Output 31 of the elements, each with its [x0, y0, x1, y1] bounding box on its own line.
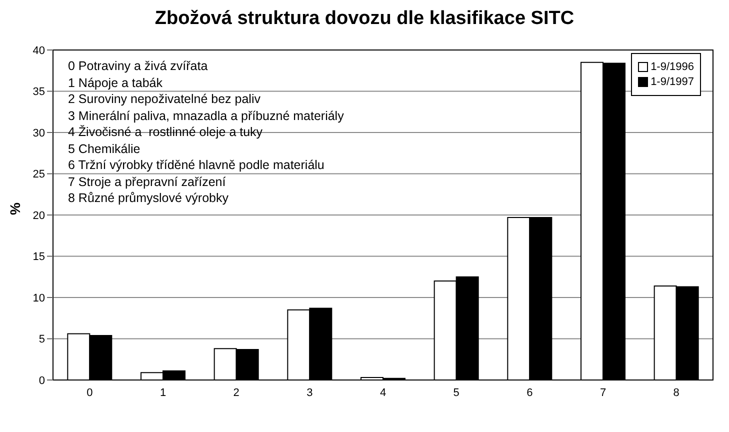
annotation: 4 Živočisné a rostlinné oleje a tuky: [68, 124, 264, 140]
annotation: 1 Nápoje a tabák: [68, 74, 164, 91]
annotation: 0 Potraviny a živá zvířata: [68, 58, 209, 74]
y-tick-label: 5: [38, 334, 45, 346]
y-tick-label: 15: [32, 251, 45, 264]
x-tick-label: 5: [453, 386, 460, 399]
y-tick-label: 25: [32, 168, 45, 181]
legend-label: 1-9/1996: [650, 61, 694, 73]
x-tick-label: 1: [160, 386, 166, 399]
x-tick-label: 2: [233, 386, 240, 399]
y-tick-label: 10: [32, 292, 45, 304]
annotation: 5 Chemikálie: [68, 140, 142, 157]
annotation: 2 Suroviny nepoživatelné bez paliv: [68, 91, 262, 108]
annotation: 7 Stroje a přepravní zařízení: [68, 174, 227, 190]
legend-label: 1-9/1997: [650, 76, 694, 88]
y-tick-label: 40: [32, 44, 45, 57]
x-tick-label: 6: [526, 386, 533, 399]
annotation: 8 Různé průmyslové výrobky: [68, 190, 230, 206]
y-tick-label: 30: [32, 127, 45, 140]
y-tick-label: 0: [38, 374, 45, 387]
y-axis-title: %: [6, 202, 23, 215]
x-tick-label: 0: [86, 386, 93, 399]
annotation: 3 Minerální paliva, mnazadla a příbuzné materiály: [68, 108, 344, 124]
y-tick-label: 35: [32, 86, 45, 98]
chart-title: Zbožová struktura dovozu dle klasifikace SITC: [154, 8, 576, 30]
y-tick-label: 20: [32, 210, 45, 222]
x-tick-label: 3: [306, 386, 313, 399]
x-tick-label: 7: [600, 386, 606, 399]
x-tick-label: 4: [380, 386, 386, 399]
annotation: 6 Tržní výrobky tříděné hlavně podle materiálu: [68, 157, 326, 174]
x-tick-label: 8: [673, 386, 680, 399]
